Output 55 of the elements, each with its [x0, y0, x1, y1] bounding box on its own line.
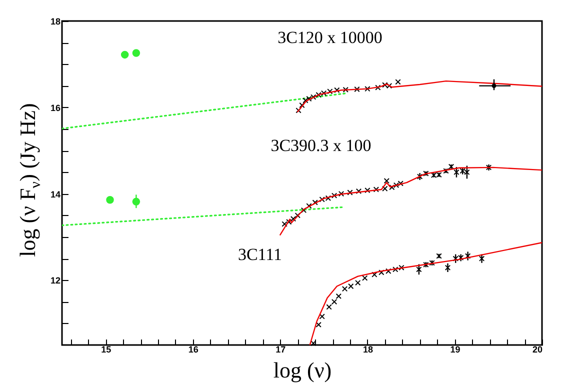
point: [478, 256, 485, 262]
x-tick-label: 15: [101, 344, 112, 354]
annotation: 3C111: [238, 245, 282, 264]
point: [416, 266, 422, 272]
point: [492, 84, 496, 88]
point: [312, 200, 318, 206]
point: [326, 304, 332, 310]
annotation: 3C390.3 x 100: [270, 136, 372, 155]
y-tick-label: 12: [50, 276, 60, 286]
y-tick-label: 18: [50, 16, 60, 26]
point: [444, 264, 451, 271]
point: [300, 207, 307, 214]
point: [354, 86, 360, 92]
y-tick-label: 14: [50, 189, 60, 200]
point: [364, 188, 370, 194]
point: [342, 86, 348, 93]
point: [316, 322, 322, 328]
point: [294, 212, 300, 218]
point: [302, 98, 308, 104]
point: [306, 203, 312, 209]
point: [299, 102, 305, 108]
point: [386, 82, 392, 89]
point: [296, 108, 302, 114]
point: [372, 272, 378, 278]
point: [393, 182, 400, 188]
y-tick-label: 16: [50, 102, 60, 113]
line-series: [309, 242, 542, 345]
point: [356, 188, 362, 194]
point: [319, 314, 325, 320]
line-series: [297, 80, 542, 112]
x-tick-label: 18: [362, 344, 373, 354]
annotation: 3C120 x 10000: [278, 28, 382, 47]
point: [290, 216, 296, 222]
line-series: [280, 166, 542, 236]
point: [331, 298, 338, 305]
point: [362, 275, 368, 281]
point: [416, 174, 423, 180]
point: [132, 198, 140, 206]
point: [384, 178, 390, 184]
point: [395, 79, 401, 85]
x-axis-title: log (ν): [273, 358, 332, 382]
point: [132, 49, 140, 57]
point: [373, 186, 380, 192]
point: [120, 50, 129, 59]
x-tick-label: 20: [532, 344, 542, 354]
point: [364, 86, 370, 92]
point: [106, 196, 114, 204]
x-tick-label: 16: [188, 344, 198, 354]
point: [347, 190, 353, 196]
point: [355, 280, 361, 286]
point: [486, 164, 492, 170]
point: [375, 84, 381, 90]
x-tick-label: 19: [450, 344, 460, 354]
x-tick-label: 17: [276, 344, 286, 354]
point: [336, 293, 342, 300]
